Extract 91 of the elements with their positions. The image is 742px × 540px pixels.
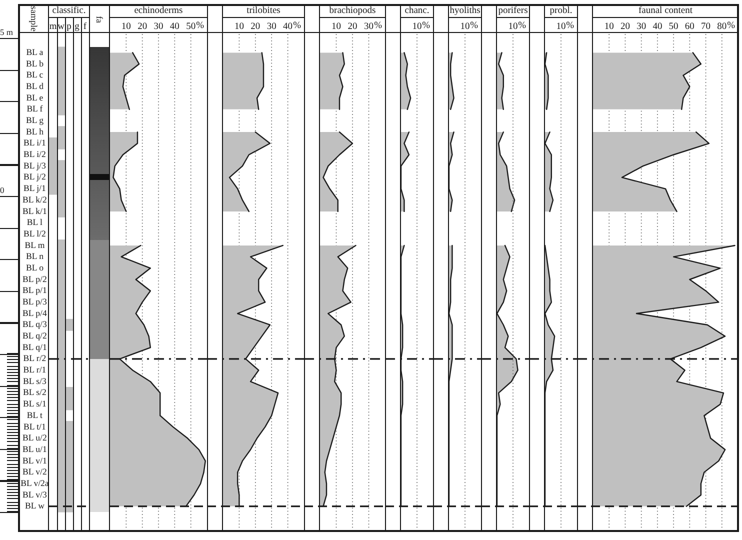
y-tick-label: BL w (24, 500, 46, 511)
x-tick-label: 20 (250, 22, 260, 32)
y-tick-label: BL k/2 (22, 194, 47, 204)
y-tick-label: BL r/1 (23, 364, 46, 375)
chart-title: echinoderms (134, 6, 183, 16)
x-tick-label: 10 (460, 22, 470, 32)
x-tick-label: f (83, 22, 88, 32)
y-tick-label: BL i/2 (24, 149, 46, 160)
y-tick-label: BL k/1 (22, 206, 47, 216)
x-tick-label: 40 (652, 22, 662, 32)
y-tick-label: BL r/2 (23, 353, 46, 364)
y-tick-label: BL v/2a (20, 478, 49, 488)
chart-title: trilobites (246, 6, 280, 16)
y-tick-label: BL p/3 (22, 296, 48, 307)
chart-title: porifers (498, 6, 528, 16)
y-tick-label: BL p/1 (22, 285, 47, 296)
x-axis-title: % (727, 21, 735, 32)
chart-title: classific. (52, 6, 86, 16)
x-tick-label: 30 (154, 22, 164, 32)
chart-title: hyoliths (450, 6, 480, 16)
y-tick-label: BL p/4 (22, 308, 48, 318)
y-tick-label: BL u/2 (22, 432, 47, 443)
x-axis-title: % (566, 21, 574, 32)
x-tick-label: 30 (266, 22, 277, 32)
y-tick-label: BL e (26, 92, 44, 102)
x-axis-title: % (518, 21, 526, 32)
x-axis-title: % (293, 21, 301, 32)
x-axis-title: % (374, 21, 382, 32)
y-tick-label: BL q/2 (22, 330, 47, 341)
x-tick-label: 10 (332, 22, 342, 32)
y-tick-label: BL q/1 (22, 342, 47, 352)
x-tick-label: 50 (186, 22, 196, 32)
y-tick-label: BL p/2 (22, 274, 47, 284)
x-tick-label: g (74, 22, 80, 32)
y-tick-label: BL i/1 (24, 138, 46, 148)
x-tick-label: 70 (701, 22, 711, 32)
y-tick-label: BL d (26, 81, 44, 92)
y-tick-label: BL s/3 (23, 376, 47, 386)
y-tick-label: BL j/3 (24, 160, 47, 170)
y-tick-label: BL q/3 (22, 319, 48, 330)
y-tick-label: BL v/3 (22, 489, 48, 500)
y-tick-label: BL n (26, 251, 44, 262)
x-tick-label: p (66, 22, 72, 32)
y-tick-label: BL c (26, 70, 44, 80)
y-tick-label: BL s/2 (23, 387, 46, 398)
x-tick-label: 10 (412, 22, 422, 32)
y-tick-label: BL m (24, 240, 45, 250)
x-tick-label: 10 (556, 22, 566, 32)
y-tick-label: BL j/2 (24, 172, 46, 182)
y-tick-label: BL t (26, 410, 44, 420)
x-tick-label: 10 (508, 22, 518, 32)
y-tick-label: BL o (26, 262, 44, 272)
x-tick-label: 30 (636, 22, 646, 32)
x-tick-label: 10 (604, 22, 614, 32)
chart-title: chanc. (404, 6, 430, 16)
x-tick-label: 20 (348, 22, 358, 32)
x-tick-label: 40 (283, 22, 293, 32)
y-tick-label: BL f (26, 104, 43, 114)
text: fa (94, 16, 104, 22)
x-axis-title: % (470, 21, 478, 32)
y-tick-label: BL v/1 (22, 455, 47, 466)
y-tick-label: BL a (26, 46, 44, 57)
y-tick-label: BL v/2 (22, 466, 47, 477)
x-tick-label: m (49, 22, 58, 32)
y-tick-label: BL l (26, 217, 44, 228)
x-tick-label: w (58, 22, 65, 32)
x-tick-label: 30 (364, 22, 374, 32)
y-tick-label: BL b (26, 58, 44, 68)
chart-title: faunal content (638, 6, 693, 16)
x-tick-label: 80 (717, 22, 727, 32)
x-axis-title: % (196, 21, 204, 32)
chart-title: probl. (550, 6, 572, 16)
y-tick-label: BL l/2 (24, 228, 46, 238)
x-tick-label: 10 (121, 22, 132, 32)
x-tick-label: 20 (138, 22, 148, 32)
y-tick-label: BL t/1 (24, 421, 46, 432)
y-tick-label: BL h (26, 126, 44, 136)
y-tick-label: BL j/1 (24, 183, 46, 194)
x-axis-title: % (422, 21, 430, 32)
text: 0 (0, 185, 4, 195)
y-tick-label: BL g (26, 115, 44, 126)
y-axis-title: sample (29, 6, 39, 32)
y-tick-label: BL s/1 (23, 398, 46, 409)
text: 5 m (0, 27, 13, 37)
x-tick-label: 20 (620, 22, 630, 32)
x-tick-label: 10 (234, 22, 244, 32)
x-tick-label: 50 (668, 22, 679, 32)
x-tick-label: 60 (684, 22, 695, 32)
x-tick-label: 40 (170, 22, 180, 32)
chart-title: brachiopods (329, 6, 376, 16)
y-tick-label: BL u/1 (22, 444, 47, 454)
